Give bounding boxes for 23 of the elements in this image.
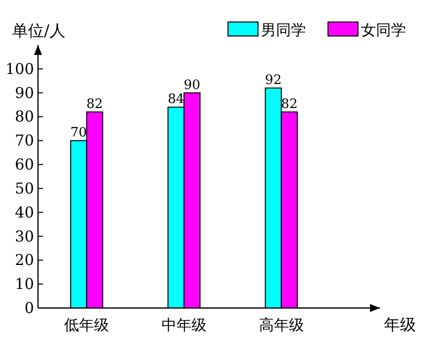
y-tick-label: 80 [14, 108, 34, 126]
data-label: 84 [168, 92, 184, 108]
y-tick-label: 30 [14, 227, 34, 246]
x-axis-title: 年级 [384, 315, 416, 334]
data-label: 90 [184, 78, 200, 93]
data-label: 92 [265, 73, 282, 88]
data-label: 70 [70, 126, 87, 141]
legend-label: 女同学 [361, 21, 406, 39]
x-tick-label: 高年级 [258, 316, 304, 334]
y-tick-label: 100 [5, 60, 34, 78]
y-tick-label: 90 [14, 84, 34, 102]
y-tick-label: 10 [14, 275, 34, 294]
data-label: 82 [86, 96, 103, 112]
x-tick-label: 中年级 [162, 316, 206, 334]
y-tick-label: 60 [14, 156, 34, 174]
y-tick-label: 40 [14, 203, 34, 222]
y-tick-label: 0 [24, 299, 34, 317]
legend-label: 男同学 [261, 21, 306, 39]
y-axis-title: 单位/人 [12, 21, 66, 40]
y-tick-label: 70 [14, 132, 34, 150]
x-tick-label: 低年级 [64, 316, 110, 334]
y-tick-label: 20 [14, 251, 34, 270]
y-tick-label: 50 [14, 179, 34, 198]
